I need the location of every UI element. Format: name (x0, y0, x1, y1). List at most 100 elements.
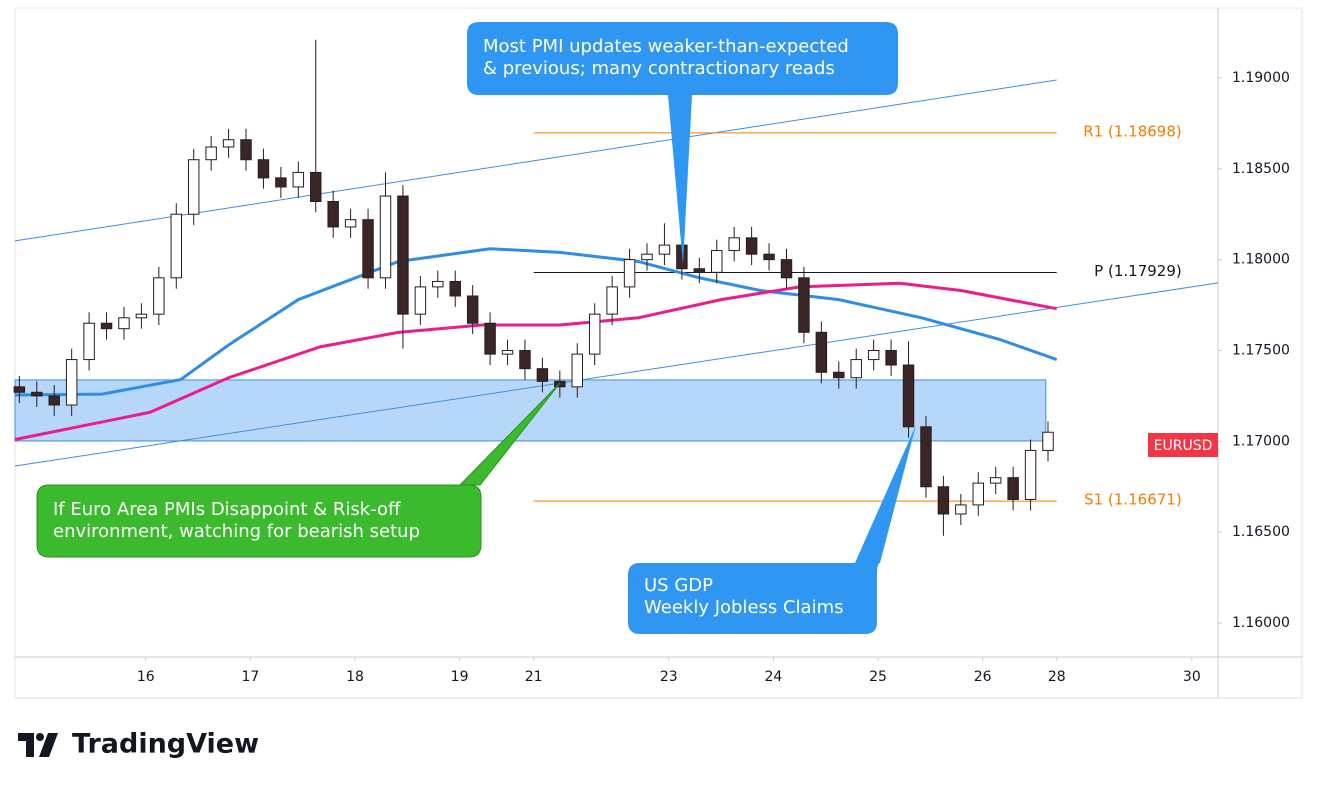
candle-body (989, 477, 1002, 484)
moving-average (14, 247, 1058, 397)
candle-body (327, 201, 339, 228)
plot-area: R1 (1.18698) P (1.17929) S1 (1.16671) 1.160… (13, 39, 1290, 685)
callout-text: Weekly Jobless Claims (644, 597, 844, 618)
x-tick-label: 21 (525, 669, 543, 685)
candle-body (1042, 431, 1054, 451)
candle-body (850, 359, 862, 379)
candle-body (588, 313, 601, 355)
x-tick-label: 26 (974, 669, 992, 685)
candle-body (484, 322, 496, 355)
callout-text: environment, watching for bearish setup (53, 521, 420, 542)
candle-body (48, 395, 60, 406)
candle-body (1007, 477, 1019, 500)
x-tick-label: 17 (241, 669, 259, 685)
y-tick-label: 1.17000 (1232, 433, 1290, 449)
candle-body (275, 177, 287, 188)
candle-body (780, 259, 793, 279)
y-tick-label: 1.18500 (1232, 161, 1290, 177)
candle-body (100, 322, 113, 330)
candle-body (902, 364, 915, 428)
callout-text: If Euro Area PMIs Disappoint & Risk-off (53, 499, 401, 520)
candle-body (536, 368, 549, 382)
candle-body (222, 139, 235, 148)
candle-body (711, 250, 723, 273)
candle-body (1024, 449, 1037, 500)
candle-body (118, 317, 130, 330)
pivot-label: S1 (1.16671) (1084, 491, 1182, 509)
callout-text: Most PMI updates weaker-than-expected (483, 36, 849, 57)
trendline (14, 282, 1219, 467)
candle-body (257, 159, 270, 179)
pivot-label: P (1.17929) (1094, 262, 1182, 280)
symbol-tag (1148, 433, 1218, 457)
candle-body (344, 219, 357, 228)
x-tick-label: 19 (451, 669, 469, 685)
x-tick-label: 30 (1183, 669, 1201, 685)
support-zone (14, 379, 1047, 442)
candle-body (466, 295, 479, 324)
candle-body (920, 426, 932, 488)
callout-box (467, 22, 898, 265)
logo: TradingView (18, 729, 259, 760)
candle-body (955, 504, 967, 515)
callout-box (628, 425, 916, 634)
callout-text: & previous; many contractionary reads (483, 58, 835, 79)
x-tick-label: 16 (137, 669, 155, 685)
logo-mark (36, 733, 44, 741)
candle-body (745, 237, 758, 255)
candle-body (362, 219, 374, 279)
candle-body (379, 195, 392, 279)
y-tick-label: 1.18000 (1232, 252, 1290, 268)
candle-body (833, 371, 845, 379)
candle-body (798, 277, 810, 333)
logo-mark (18, 733, 34, 757)
candle-body (65, 359, 78, 406)
candle-body (623, 259, 636, 288)
callout-text: US GDP (644, 575, 713, 596)
pivot-label: R1 (1.18698) (1083, 122, 1181, 140)
candle-body (972, 482, 985, 506)
candle-body (83, 322, 95, 361)
overlay: Most PMI updates weaker-than-expected & … (36, 22, 1218, 634)
y-tick-label: 1.16500 (1232, 524, 1290, 540)
candle-body (501, 349, 514, 355)
candle-body (292, 171, 305, 188)
candle-body (397, 195, 409, 315)
candle-body (867, 349, 880, 361)
moving-average (14, 281, 1058, 441)
x-tick-label: 28 (1048, 669, 1066, 685)
candle-body (310, 171, 322, 203)
x-tick-label: 25 (869, 669, 887, 685)
candle-body (554, 380, 566, 388)
brand-name: TradingView (72, 729, 259, 760)
candle-body (885, 349, 897, 366)
candle-body (658, 244, 671, 255)
candle-body (170, 213, 183, 279)
candle-body (937, 486, 950, 515)
candle-body (606, 286, 618, 315)
y-tick-label: 1.16000 (1232, 615, 1290, 631)
candle-body (240, 139, 252, 161)
candle-body (693, 268, 706, 273)
candle-body (641, 253, 653, 261)
candle-body (31, 391, 43, 397)
callout-box (36, 382, 561, 558)
logo-mark (39, 733, 58, 757)
candle-body (205, 146, 217, 161)
y-tick-label: 1.17500 (1232, 342, 1290, 358)
candle-body (187, 159, 200, 215)
x-tick-label: 24 (764, 669, 782, 685)
candle-body (414, 286, 427, 315)
candle-body (763, 253, 775, 261)
x-tick-label: 18 (346, 669, 364, 685)
candle-body (571, 353, 584, 388)
candle-body (153, 277, 165, 315)
candle-body (815, 331, 828, 373)
y-tick-label: 1.19000 (1232, 70, 1290, 86)
candle-body (13, 386, 26, 393)
candle-body (432, 280, 444, 288)
x-tick-label: 23 (660, 669, 678, 685)
candle-body (135, 313, 148, 319)
